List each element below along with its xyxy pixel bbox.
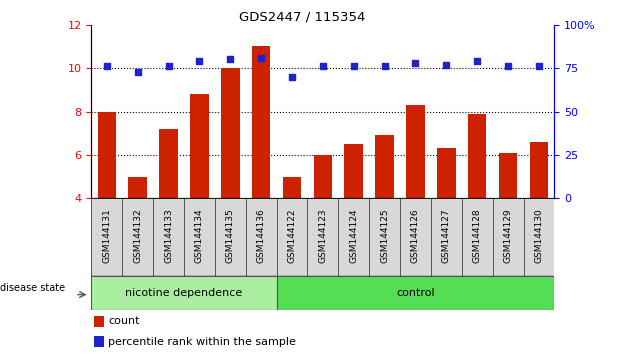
- Bar: [246, 198, 277, 276]
- Point: [411, 60, 421, 66]
- Bar: [462, 198, 493, 276]
- Text: GSM144132: GSM144132: [133, 208, 142, 263]
- Bar: [153, 198, 184, 276]
- Bar: [493, 198, 524, 276]
- Point: [132, 69, 142, 74]
- Text: GSM144133: GSM144133: [164, 208, 173, 263]
- Point: [226, 57, 236, 62]
- Bar: [314, 155, 332, 198]
- Text: GSM144124: GSM144124: [349, 209, 358, 263]
- Bar: [431, 198, 462, 276]
- Bar: [369, 198, 400, 276]
- Text: percentile rank within the sample: percentile rank within the sample: [108, 337, 296, 347]
- Text: GSM144126: GSM144126: [411, 208, 420, 263]
- Bar: [184, 198, 215, 276]
- Text: GSM144127: GSM144127: [442, 208, 451, 263]
- Text: GSM144122: GSM144122: [287, 209, 297, 263]
- Bar: [277, 276, 554, 310]
- Text: GSM144136: GSM144136: [256, 208, 266, 263]
- Text: control: control: [396, 288, 435, 298]
- Point: [256, 55, 266, 61]
- Bar: [307, 198, 338, 276]
- Text: GSM144123: GSM144123: [318, 208, 328, 263]
- Bar: [190, 94, 209, 198]
- Bar: [375, 135, 394, 198]
- Point: [441, 62, 451, 68]
- Bar: [530, 142, 548, 198]
- Bar: [437, 148, 455, 198]
- Point: [503, 64, 513, 69]
- Text: nicotine dependence: nicotine dependence: [125, 288, 243, 298]
- Point: [379, 64, 389, 69]
- Bar: [277, 198, 307, 276]
- Point: [472, 58, 482, 64]
- Bar: [338, 198, 369, 276]
- Bar: [283, 177, 301, 198]
- Bar: [221, 68, 239, 198]
- Bar: [400, 198, 431, 276]
- Text: GSM144130: GSM144130: [534, 208, 544, 263]
- Point: [287, 74, 297, 80]
- Bar: [94, 336, 104, 347]
- Point: [194, 58, 204, 64]
- Text: GSM144125: GSM144125: [380, 208, 389, 263]
- Bar: [499, 153, 517, 198]
- Bar: [129, 177, 147, 198]
- Text: GSM144135: GSM144135: [226, 208, 235, 263]
- Text: disease state: disease state: [0, 283, 65, 293]
- Bar: [524, 198, 554, 276]
- Point: [349, 64, 359, 69]
- Bar: [252, 46, 270, 198]
- Bar: [159, 129, 178, 198]
- Text: GSM144131: GSM144131: [102, 208, 112, 263]
- Bar: [468, 114, 486, 198]
- Point: [318, 64, 328, 69]
- Text: GSM144129: GSM144129: [503, 208, 513, 263]
- Bar: [91, 276, 277, 310]
- Bar: [98, 112, 116, 198]
- Bar: [406, 105, 425, 198]
- Bar: [345, 144, 363, 198]
- Point: [101, 64, 112, 69]
- Bar: [94, 315, 104, 326]
- Point: [163, 64, 173, 69]
- Point: [534, 64, 544, 69]
- Bar: [215, 198, 246, 276]
- Text: count: count: [108, 316, 139, 326]
- Text: GSM144134: GSM144134: [195, 208, 204, 263]
- Bar: [122, 198, 153, 276]
- Text: GDS2447 / 115354: GDS2447 / 115354: [239, 11, 366, 24]
- Text: GSM144128: GSM144128: [472, 208, 482, 263]
- Bar: [91, 198, 122, 276]
